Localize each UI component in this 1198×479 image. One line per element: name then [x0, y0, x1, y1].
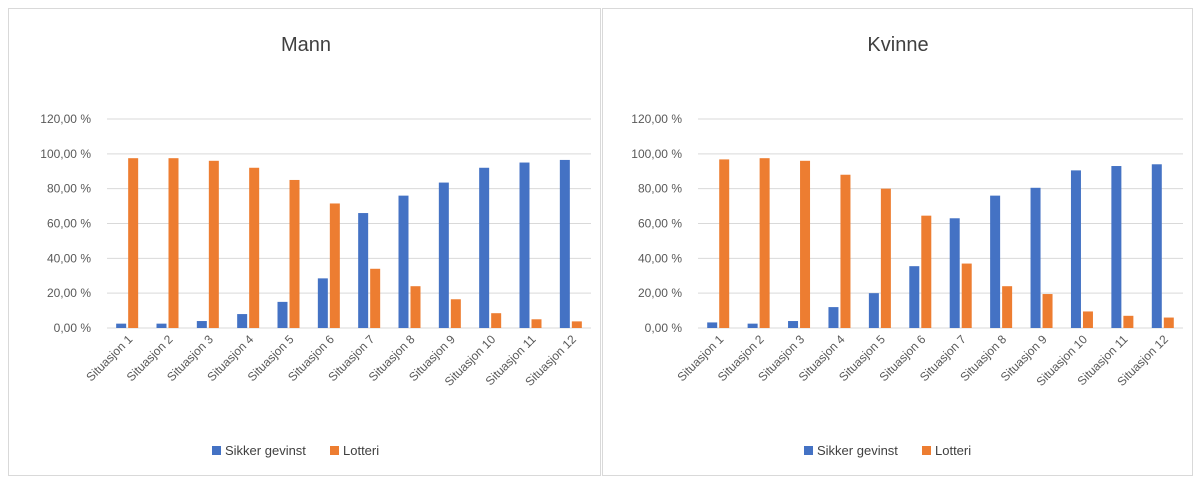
bar-sikker-gevinst — [438, 182, 449, 328]
bar-sikker-gevinst — [317, 278, 328, 328]
y-tick-label: 0,00 % — [645, 321, 683, 335]
legend-swatch — [804, 446, 813, 455]
y-tick-label: 80,00 % — [47, 182, 91, 196]
bar-lotteri — [208, 160, 219, 328]
legend-swatch — [330, 446, 339, 455]
bar-sikker-gevinst — [479, 167, 490, 328]
legend-label: Sikker gevinst — [225, 443, 306, 458]
bar-lotteri — [1163, 317, 1174, 328]
y-tick-label: 0,00 % — [54, 321, 92, 335]
bar-sikker-gevinst — [237, 314, 248, 328]
bar-sikker-gevinst — [1030, 187, 1041, 328]
bar-sikker-gevinst — [788, 321, 799, 328]
bar-sikker-gevinst — [277, 301, 288, 328]
bar-sikker-gevinst — [156, 323, 167, 328]
bar-lotteri — [840, 174, 851, 328]
bar-lotteri — [571, 321, 582, 328]
bar-sikker-gevinst — [828, 307, 839, 328]
y-tick-label: 20,00 % — [47, 286, 91, 300]
bar-sikker-gevinst — [559, 159, 570, 328]
bar-lotteri — [531, 319, 542, 328]
bar-lotteri — [128, 158, 139, 328]
chart-title: Kvinne — [867, 34, 928, 56]
bar-sikker-gevinst — [1111, 166, 1122, 328]
bar-lotteri — [921, 215, 932, 328]
y-tick-label: 120,00 % — [631, 112, 682, 126]
legend-swatch — [212, 446, 221, 455]
bar-lotteri — [168, 158, 179, 328]
bar-lotteri — [880, 188, 891, 328]
bar-sikker-gevinst — [747, 323, 758, 328]
y-tick-label: 100,00 % — [40, 147, 91, 161]
chart-kvinne: Kvinne 0,00 % 20,00 % 40,00 % 60,00 % 80,00 %… — [631, 34, 1183, 458]
bar-sikker-gevinst — [358, 213, 369, 328]
legend-label: Lotteri — [343, 443, 379, 458]
bar-sikker-gevinst — [707, 322, 718, 328]
bar-sikker-gevinst — [116, 323, 127, 328]
y-tick-label: 60,00 % — [47, 217, 91, 231]
legend-swatch — [922, 446, 931, 455]
bar-sikker-gevinst — [909, 266, 920, 328]
y-tick-label: 20,00 % — [638, 286, 682, 300]
y-tick-label: 80,00 % — [638, 182, 682, 196]
bar-sikker-gevinst — [868, 293, 879, 328]
bar-lotteri — [329, 203, 340, 328]
y-tick-label: 60,00 % — [638, 217, 682, 231]
bar-lotteri — [719, 159, 730, 328]
legend-label: Sikker gevinst — [817, 443, 898, 458]
legend-label: Lotteri — [935, 443, 971, 458]
y-tick-label: 40,00 % — [47, 251, 91, 265]
chart-panel-mann: Mann 0,00 % 20,00 % 40,00 % 60,00 % 80,00 % 10… — [8, 8, 601, 476]
bar-lotteri — [759, 158, 770, 328]
bar-lotteri — [961, 263, 972, 328]
chart-panel-kvinne: Kvinne 0,00 % 20,00 % 40,00 % 60,00 % 80,00 %… — [602, 8, 1193, 476]
bar-sikker-gevinst — [196, 321, 207, 328]
bar-sikker-gevinst — [949, 218, 960, 328]
bar-lotteri — [370, 268, 381, 328]
bar-sikker-gevinst — [1151, 164, 1162, 328]
bar-lotteri — [1123, 315, 1134, 328]
bar-sikker-gevinst — [519, 162, 530, 328]
y-tick-label: 120,00 % — [40, 112, 91, 126]
bar-lotteri — [491, 313, 502, 328]
bar-sikker-gevinst — [990, 195, 1001, 328]
chart-title: Mann — [281, 34, 331, 56]
bar-lotteri — [249, 167, 260, 328]
bar-sikker-gevinst — [1070, 170, 1081, 328]
bar-lotteri — [289, 179, 300, 328]
bar-lotteri — [800, 160, 811, 328]
bar-lotteri — [1042, 294, 1053, 328]
chart-mann: Mann 0,00 % 20,00 % 40,00 % 60,00 % 80,00 % 10… — [40, 34, 591, 458]
y-tick-label: 40,00 % — [638, 251, 682, 265]
bar-sikker-gevinst — [398, 195, 409, 328]
bar-lotteri — [410, 286, 421, 328]
bar-lotteri — [1002, 286, 1013, 328]
y-tick-label: 100,00 % — [631, 147, 682, 161]
bar-lotteri — [450, 299, 461, 328]
bar-lotteri — [1082, 311, 1093, 328]
